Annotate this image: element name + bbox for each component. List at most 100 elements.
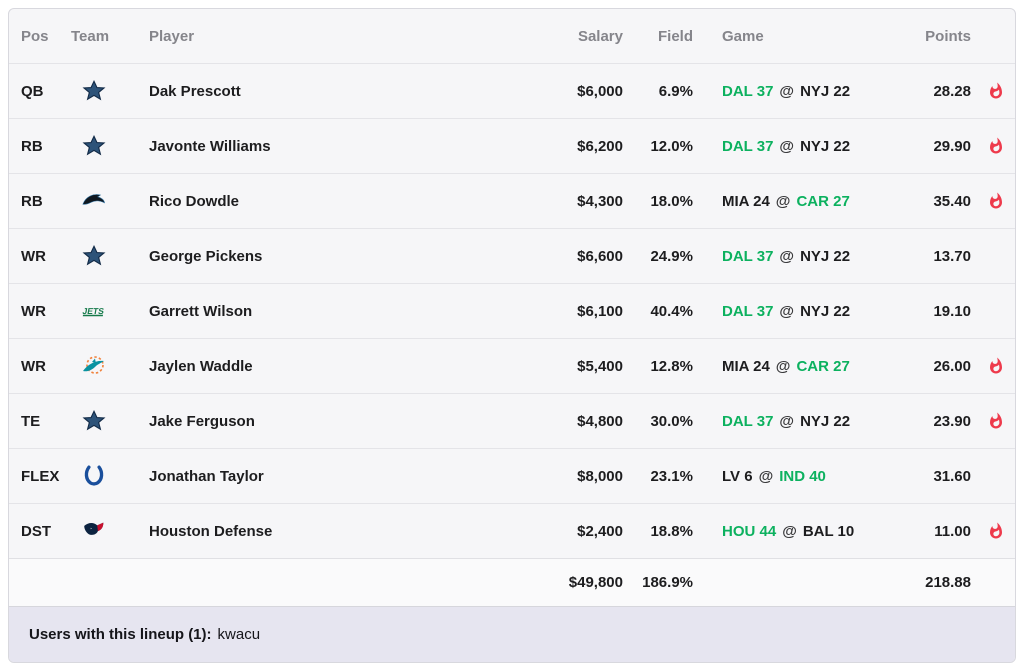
field-pct-cell: 40.4% [650,302,693,320]
player-name-cell: Jaylen Waddle [149,357,253,375]
fire-icon [987,357,1005,375]
table-row[interactable]: RB Javonte Williams $6,200 12.0% DAL 37 @ NYJ … [9,118,1015,173]
at-separator: @ [758,467,774,485]
salary-cell: $6,100 [577,302,623,320]
home-team-score: CAR 27 [796,357,850,375]
totals-row: $49,800 186.9% 218.88 [9,558,1015,606]
team-cell [71,353,117,379]
fire-icon [987,192,1005,210]
player-name-cell: Rico Dowdle [149,192,240,210]
at-separator: @ [775,192,791,210]
away-team-score: DAL 37 [722,137,774,155]
cowboys-logo [81,408,107,434]
points-cell: 19.10 [933,302,971,320]
fire-icon [987,82,1005,100]
at-separator: @ [779,82,795,100]
cowboys-logo [81,78,107,104]
fire-cell [977,357,1015,375]
dolphins-logo [79,353,109,379]
points-cell: 28.28 [933,82,971,100]
salary-cell: $6,200 [577,137,623,155]
away-team-score: DAL 37 [722,247,774,265]
lineup-users-footer: Users with this lineup (1): kwacu [9,606,1015,662]
fire-icon [987,412,1005,430]
table-row[interactable]: WR George Pickens $6,600 24.9% DAL 37 @ NYJ 22… [9,228,1015,283]
salary-cell: $4,300 [577,192,623,210]
team-cell [71,188,117,214]
at-separator: @ [779,137,795,155]
table-row[interactable]: FLEX Jonathan Taylor $8,000 23.1% LV 6 @ IND 4… [9,448,1015,503]
at-separator: @ [775,357,791,375]
home-team-score: NYJ 22 [800,302,851,320]
cowboys-logo [81,133,107,159]
team-cell [71,463,117,489]
table-row[interactable]: TE Jake Ferguson $4,800 30.0% DAL 37 @ NYJ 22 2… [9,393,1015,448]
fire-cell [977,82,1015,100]
cowboys-logo [81,243,107,269]
home-team-score: BAL 10 [802,522,855,540]
salary-cell: $2,400 [577,522,623,540]
col-header-pos: Pos [21,27,49,45]
users-with-lineup-label: Users with this lineup (1): [29,626,212,643]
points-cell: 31.60 [933,467,971,485]
points-cell: 26.00 [933,357,971,375]
points-cell: 11.00 [934,522,971,540]
panthers-logo [80,188,108,214]
team-cell: JETS [71,298,117,324]
table-row[interactable]: WR Jaylen Waddle $5,400 12.8% MIA 24 @ CAR 27 2… [9,338,1015,393]
texans-logo [81,518,107,544]
game-cell: DAL 37 @ NYJ 22 [709,413,869,430]
player-name-cell: Dak Prescott [149,82,241,100]
points-cell: 35.40 [933,192,971,210]
at-separator: @ [782,522,797,540]
table-row[interactable]: DST Houston Defense $2,400 18.8% HOU 44 @ BAL … [9,503,1015,558]
lineup-rows: QB Dak Prescott $6,000 6.9% DAL 37 @ NYJ 22 28.… [9,63,1015,558]
away-team-score: LV 6 [722,467,753,485]
home-team-score: IND 40 [779,467,826,485]
salary-cell: $5,400 [577,357,623,375]
table-row[interactable]: WR JETS Garrett Wilson $6,100 40.4% DAL 37 @ NY… [9,283,1015,338]
position-cell: WR [21,247,46,265]
field-pct-cell: 23.1% [650,467,693,485]
points-cell: 23.90 [933,412,971,430]
away-team-score: DAL 37 [722,412,774,430]
fire-icon [987,137,1005,155]
users-with-lineup-value: kwacu [217,626,261,643]
away-team-score: MIA 24 [722,192,770,210]
field-pct-cell: 24.9% [650,247,693,265]
game-cell: MIA 24 @ CAR 27 [709,358,869,375]
home-team-score: NYJ 22 [800,82,851,100]
away-team-score: DAL 37 [722,82,774,100]
position-cell: FLEX [21,467,60,485]
table-row[interactable]: RB Rico Dowdle $4,300 18.0% MIA 24 @ CAR 27 35.… [9,173,1015,228]
home-team-score: NYJ 22 [800,137,851,155]
game-cell: DAL 37 @ NYJ 22 [709,303,869,320]
game-cell: DAL 37 @ NYJ 22 [709,138,869,155]
away-team-score: MIA 24 [722,357,770,375]
player-name-cell: Jonathan Taylor [149,467,264,485]
game-cell: HOU 44 @ BAL 10 [709,523,869,540]
jets-logo: JETS [79,298,109,324]
team-cell [71,408,117,434]
team-cell [71,518,117,544]
salary-cell: $8,000 [577,467,623,485]
salary-cell: $6,000 [577,82,623,100]
field-pct-cell: 12.8% [650,357,693,375]
col-header-points: Points [925,27,971,45]
table-row[interactable]: QB Dak Prescott $6,000 6.9% DAL 37 @ NYJ 22 28.… [9,63,1015,118]
home-team-score: CAR 27 [796,192,850,210]
game-cell: LV 6 @ IND 40 [709,468,869,485]
points-cell: 29.90 [933,137,971,155]
game-cell: DAL 37 @ NYJ 22 [709,248,869,265]
field-pct-cell: 6.9% [658,82,693,100]
position-cell: DST [21,522,51,540]
away-team-score: DAL 37 [722,302,774,320]
lineup-card: Pos Team Player Salary Field Game Points… [8,8,1016,663]
field-pct-cell: 18.8% [650,522,693,540]
player-name-cell: Jake Ferguson [149,412,255,430]
home-team-score: NYJ 22 [800,247,851,265]
player-name-cell: Javonte Williams [149,137,271,155]
team-cell [71,243,117,269]
colts-logo [81,463,107,489]
position-cell: TE [21,412,41,430]
